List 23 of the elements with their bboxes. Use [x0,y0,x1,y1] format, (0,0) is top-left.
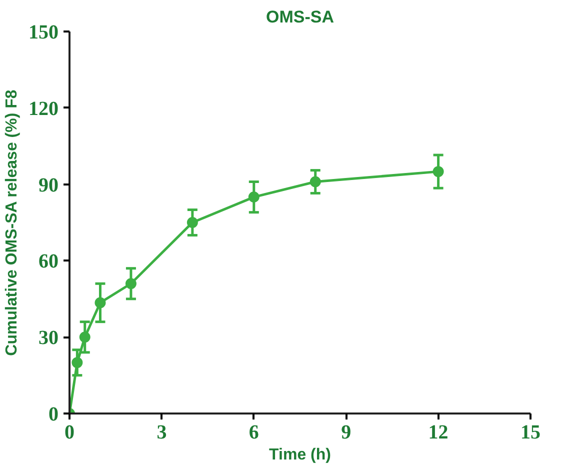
point [248,192,260,203]
point [432,166,444,178]
point [94,297,106,308]
y-tick-label: 0 [48,404,58,426]
x-tick-label: 9 [341,422,352,444]
y-axis-title: Cumulative OMS-SA release (%) F8 [4,90,20,356]
point [310,176,321,188]
chart-title: OMS-SA [266,8,334,26]
x-axis-title: Time (h) [269,446,331,464]
point [125,278,136,290]
x-tick-label: 15 [520,422,540,444]
x-tick-label: 3 [156,422,167,444]
point [186,217,198,228]
point [79,332,90,343]
x-tick-label: 12 [428,422,448,444]
y-tick-label: 150 [28,22,58,44]
y-tick-label: 60 [38,250,58,273]
x-tick-label: 0 [64,422,74,444]
y-tick-label: 90 [38,174,58,196]
point [72,357,83,368]
x-tick-label: 6 [248,422,259,444]
y-tick-label: 30 [38,327,58,350]
y-tick-label: 120 [28,98,58,120]
